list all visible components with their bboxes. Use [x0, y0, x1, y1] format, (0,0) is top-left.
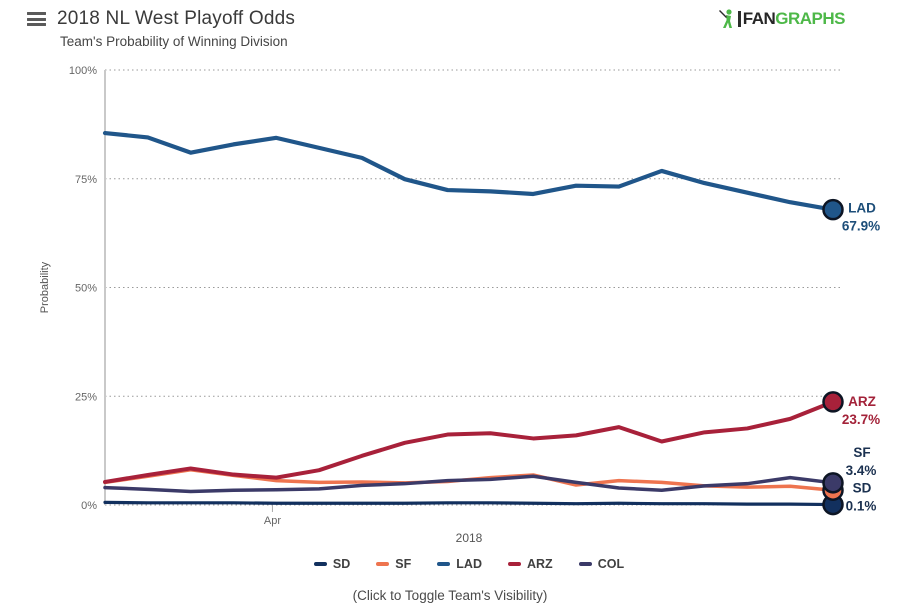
legend-item-ARZ[interactable]: ARZ — [507, 557, 553, 571]
page-subtitle: Team's Probability of Winning Division — [60, 34, 288, 49]
legend-label-SF: SF — [395, 557, 412, 571]
legend-swatch-SF — [376, 562, 390, 566]
y-axis-title: Probability — [39, 261, 51, 313]
y-tick-label: 100% — [69, 65, 97, 77]
legend-item-COL[interactable]: COL — [578, 557, 625, 571]
legend-item-SF[interactable]: SF — [376, 557, 411, 571]
end-label-name-LAD: LAD — [848, 201, 876, 216]
series-line-COL — [103, 474, 835, 494]
fangraphs-logo[interactable]: FAN GRAPHS — [717, 8, 845, 30]
x-tick-label: Apr — [264, 515, 281, 527]
logo-text-graphs: GRAPHS — [775, 9, 845, 28]
legend-swatch-COL — [578, 562, 592, 566]
legend-swatch-LAD — [437, 562, 451, 566]
end-label-name-ARZ: ARZ — [848, 394, 876, 409]
y-tick-label: 25% — [75, 391, 97, 403]
end-label-name-SF: SF — [853, 445, 870, 460]
end-label-name-SD: SD — [853, 481, 872, 496]
endpoint-marker-COL[interactable] — [822, 472, 844, 494]
end-label-value-SF: 3.4% — [846, 463, 877, 478]
page-title: 2018 NL West Playoff Odds — [57, 8, 296, 29]
series-line-LAD — [102, 130, 836, 212]
end-label-value-SD: 0.1% — [846, 499, 877, 514]
y-tick-label: 0% — [81, 500, 97, 512]
legend-item-SD[interactable]: SD — [313, 557, 351, 571]
legend-label-ARZ: ARZ — [526, 557, 553, 571]
legend-label-SD: SD — [332, 557, 351, 571]
series-line-SD — [103, 500, 835, 507]
logo-text-fan: FAN — [742, 9, 776, 28]
legend-hint-text: (Click to Toggle Team's Visibility) — [352, 588, 548, 603]
fangraphs-batter-icon — [718, 9, 732, 28]
x-axis-year-label: 2018 — [456, 531, 483, 545]
legend-label-COL: COL — [597, 557, 625, 571]
hamburger-menu-icon[interactable] — [27, 12, 46, 28]
legend-item-LAD[interactable]: LAD — [437, 557, 482, 571]
chart-legend: SD SF LAD ARZ COL — [105, 557, 833, 571]
endpoint-marker-ARZ[interactable] — [822, 391, 844, 413]
legend-swatch-ARZ — [507, 562, 521, 566]
y-tick-label: 50% — [75, 283, 97, 295]
legend-swatch-SD — [313, 562, 327, 566]
legend-label-LAD: LAD — [456, 557, 482, 571]
series-line-ARZ — [103, 399, 835, 484]
end-label-value-ARZ: 23.7% — [842, 412, 880, 427]
y-tick-label: 75% — [75, 174, 97, 186]
endpoint-marker-LAD[interactable] — [822, 198, 844, 221]
end-label-value-LAD: 67.9% — [842, 219, 880, 234]
